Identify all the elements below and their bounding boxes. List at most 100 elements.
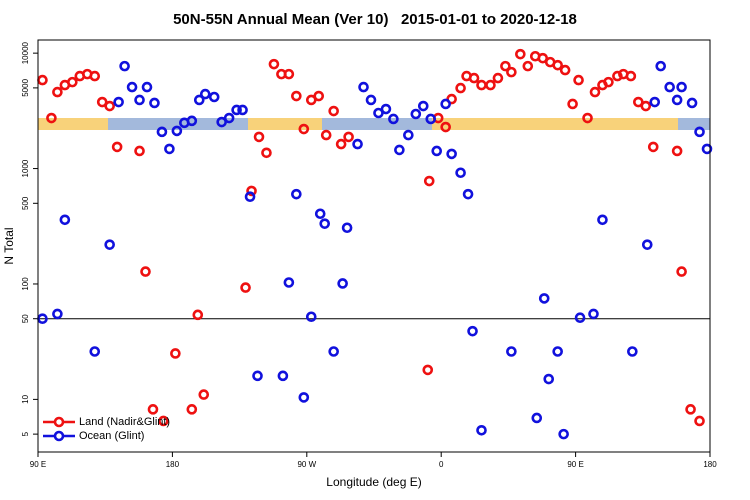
- point: [625, 70, 637, 82]
- band-ocean: [108, 118, 248, 130]
- point: [156, 126, 168, 138]
- point: [640, 100, 652, 112]
- point: [186, 404, 198, 415]
- point: [500, 60, 511, 72]
- point: [104, 239, 115, 250]
- point: [701, 143, 713, 155]
- point: [467, 325, 478, 337]
- point: [141, 81, 153, 93]
- point: [422, 364, 434, 376]
- point: [492, 72, 504, 84]
- point: [113, 96, 124, 108]
- point: [425, 113, 437, 125]
- point: [193, 94, 205, 106]
- point: [277, 370, 289, 382]
- point: [573, 74, 584, 86]
- point: [462, 188, 474, 200]
- point: [440, 98, 451, 110]
- point: [171, 125, 183, 137]
- point: [455, 167, 466, 179]
- point: [335, 138, 347, 150]
- x-tick-label: 0: [439, 460, 444, 469]
- point: [52, 86, 63, 98]
- y-tick-label: 5: [21, 431, 30, 436]
- point: [506, 346, 517, 357]
- point: [283, 277, 295, 288]
- point: [388, 113, 399, 125]
- x-tick-label: 90 W: [297, 460, 316, 469]
- legend-label: Ocean (Glint): [79, 430, 144, 442]
- chart-title: 50N-55N Annual Mean (Ver 10) 2015-01-01 …: [173, 11, 577, 28]
- point: [140, 266, 151, 277]
- point: [313, 90, 325, 102]
- point: [423, 175, 435, 187]
- point: [567, 98, 578, 110]
- point: [261, 147, 272, 159]
- point: [119, 60, 130, 72]
- point: [291, 90, 302, 102]
- point: [574, 312, 586, 324]
- point: [506, 66, 517, 78]
- point: [283, 68, 295, 80]
- point: [134, 145, 145, 157]
- point: [603, 76, 614, 88]
- point: [186, 115, 198, 127]
- y-tick-label: 5000: [21, 78, 30, 96]
- point: [314, 208, 326, 220]
- band-ocean: [678, 118, 710, 130]
- point: [394, 144, 405, 156]
- point: [170, 348, 181, 359]
- point: [305, 311, 317, 323]
- point: [96, 96, 108, 108]
- land-ocean-band: [38, 118, 710, 130]
- legend-marker: [53, 416, 65, 428]
- point: [208, 91, 220, 103]
- point: [52, 308, 63, 320]
- point: [341, 222, 353, 234]
- point: [231, 104, 242, 116]
- plot-frame: [37, 39, 711, 453]
- point: [320, 129, 332, 141]
- point: [589, 86, 601, 98]
- point: [149, 97, 160, 109]
- point: [158, 415, 169, 427]
- point: [485, 79, 496, 91]
- point: [582, 112, 593, 124]
- point: [647, 141, 659, 153]
- point: [365, 94, 377, 106]
- point: [410, 108, 422, 120]
- point: [328, 105, 339, 117]
- point: [671, 94, 683, 106]
- point: [476, 424, 487, 436]
- band-land: [432, 118, 678, 130]
- y-tick-label: 1000: [21, 159, 30, 177]
- point: [199, 88, 211, 100]
- x-axis-label: Longitude (deg E): [326, 475, 421, 489]
- point: [446, 148, 457, 160]
- x-tick-label: 90 E: [567, 460, 583, 469]
- point: [588, 308, 599, 320]
- point: [89, 346, 101, 357]
- legend-marker: [53, 430, 65, 442]
- point: [559, 64, 571, 76]
- point: [552, 59, 563, 71]
- point: [252, 370, 263, 382]
- point: [676, 266, 687, 277]
- point: [655, 60, 667, 72]
- point: [597, 214, 608, 226]
- point: [147, 404, 159, 415]
- point: [343, 131, 354, 143]
- band-land: [248, 118, 322, 130]
- point: [649, 96, 661, 108]
- point: [522, 60, 534, 72]
- point: [337, 278, 348, 289]
- point: [440, 121, 451, 133]
- point: [694, 126, 705, 138]
- point: [694, 415, 705, 427]
- point: [134, 94, 145, 106]
- y-tick-label: 100: [21, 277, 30, 291]
- legend-label: Land (Nadir&Glint): [79, 416, 170, 428]
- legend-entry: Ocean (Glint): [43, 430, 144, 442]
- point: [104, 100, 115, 112]
